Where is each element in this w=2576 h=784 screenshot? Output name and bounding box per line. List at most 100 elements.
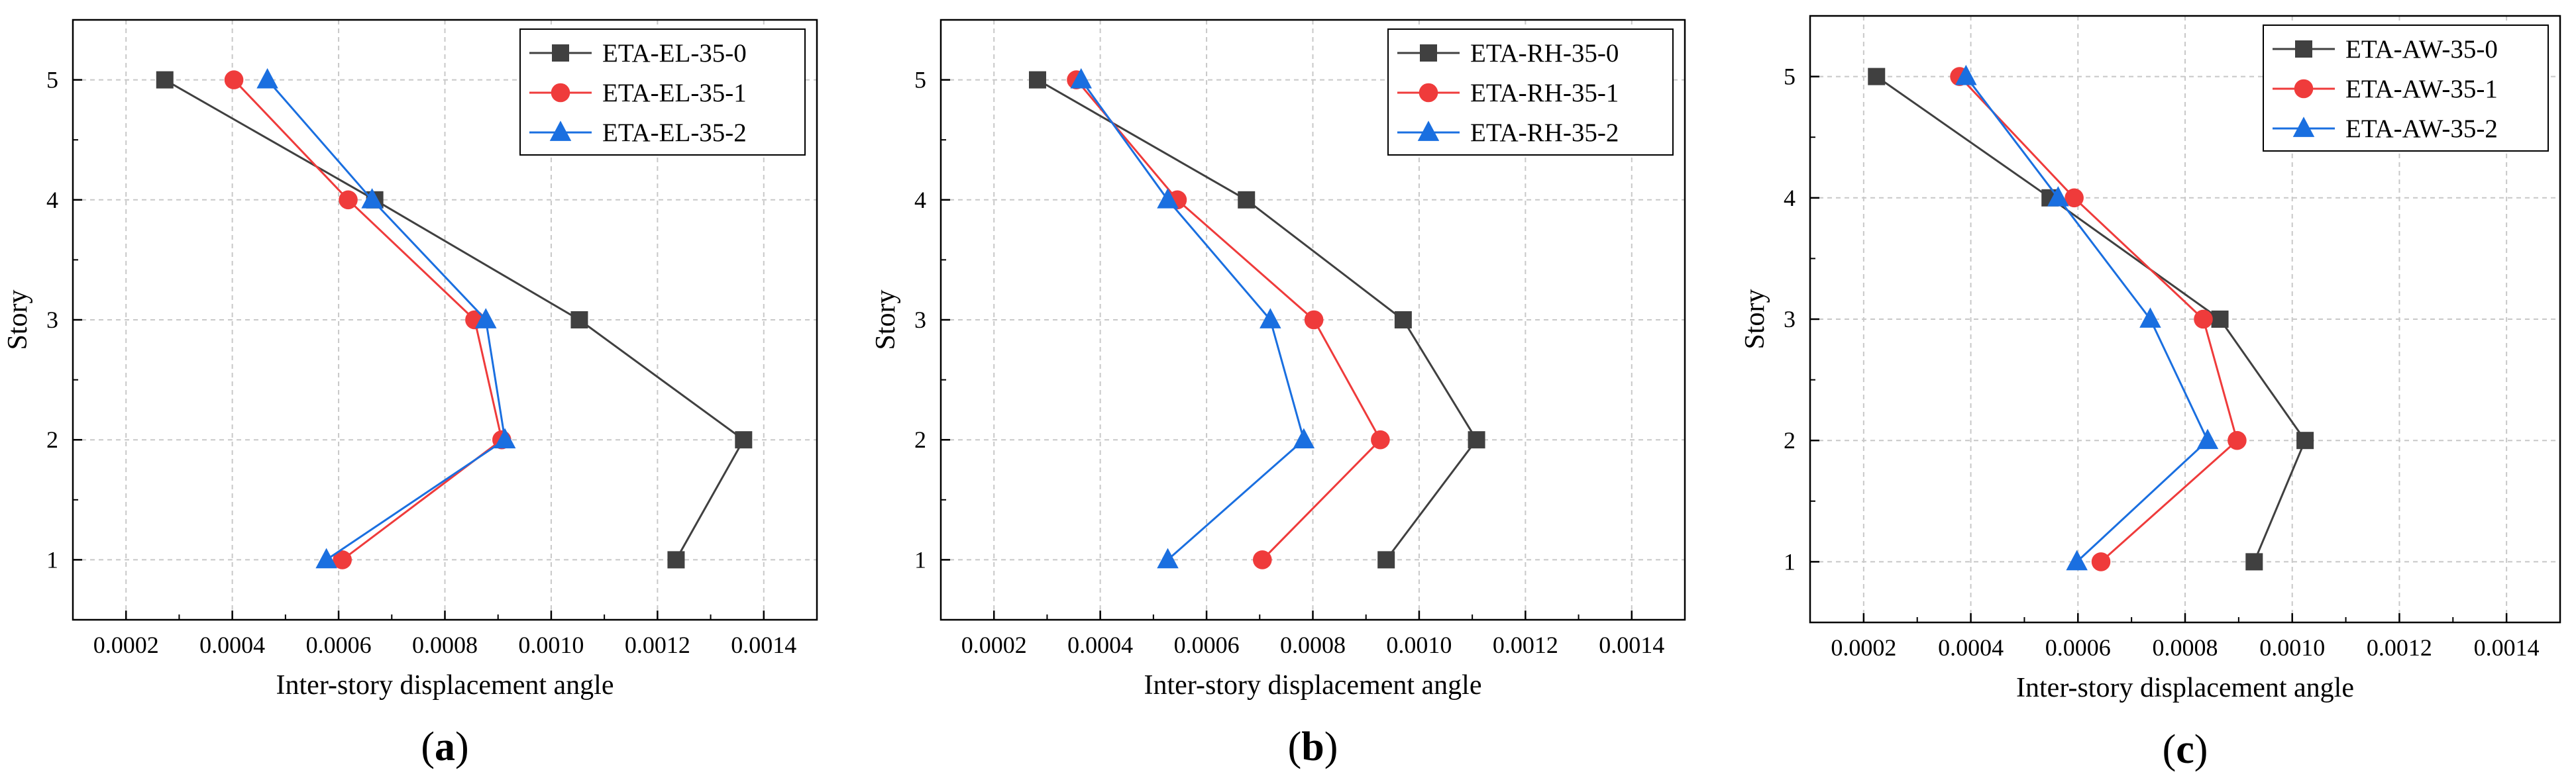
x-tick-label: 0.0006 (2045, 634, 2111, 661)
legend-label: ETA-AW-35-1 (2345, 75, 2498, 103)
x-tick-label: 0.0004 (1067, 632, 1133, 658)
panel-label-letter: b (1301, 724, 1324, 769)
x-tick-label: 0.0012 (625, 632, 690, 658)
legend-marker (2294, 79, 2314, 99)
x-tick-label: 0.0006 (1174, 632, 1240, 658)
legend-item: ETA-RH-35-0 (1397, 39, 1619, 68)
data-point (2066, 550, 2088, 571)
y-axis-title: Story (3, 289, 33, 350)
legend-marker (549, 121, 572, 141)
y-axis-title: Story (871, 289, 901, 350)
data-point (1260, 308, 1281, 328)
x-tick-label: 0.0004 (1938, 634, 2004, 661)
y-tick-label: 4 (1784, 185, 1796, 211)
data-point (2296, 432, 2314, 450)
legend-item: ETA-RH-35-1 (1397, 79, 1619, 107)
legend-marker (1419, 83, 1438, 103)
data-point (1304, 310, 1324, 330)
y-tick-label: 2 (1784, 427, 1796, 454)
panel-label-open: ( (1288, 724, 1302, 769)
y-tick-label: 1 (914, 546, 926, 573)
y-tick-label: 1 (1784, 548, 1796, 575)
data-point (224, 70, 244, 89)
x-tick-label: 0.0004 (199, 632, 265, 658)
panel-label-close: ) (455, 724, 469, 769)
panel-label-close: ) (2194, 727, 2208, 772)
y-tick-label: 4 (46, 187, 58, 213)
data-point (2065, 188, 2084, 208)
legend-marker (551, 83, 570, 103)
series-ETA-RH-35-2 (1070, 68, 1315, 569)
y-tick-label: 5 (46, 67, 58, 93)
grid (73, 20, 817, 620)
x-tick-label: 0.0010 (518, 632, 584, 658)
x-tick-label: 0.0014 (1599, 632, 1664, 658)
x-tick-label: 0.0002 (1831, 634, 1896, 661)
y-axis-title: Story (1740, 289, 1770, 349)
panel-label-letter: c (2176, 727, 2194, 772)
y-tick-label: 2 (46, 426, 58, 453)
x-tick-label: 0.0012 (1493, 632, 1558, 658)
series-ETA-AW-35-2 (1955, 64, 2219, 571)
x-axis-title: Inter-story displacement angle (1144, 670, 1482, 701)
series-ETA-EL-35-1 (224, 70, 511, 569)
legend-label: ETA-AW-35-2 (2345, 115, 2498, 143)
panel-label-open: ( (421, 724, 435, 769)
data-point (1070, 68, 1093, 89)
y-tick-label: 3 (1784, 306, 1796, 332)
data-point (2194, 309, 2213, 329)
panel-label-open: ( (2163, 727, 2176, 772)
legend-marker (1420, 44, 1437, 62)
legend-label: ETA-EL-35-0 (602, 39, 747, 68)
data-point (1371, 430, 1390, 450)
legend-marker (1417, 121, 1440, 141)
legend-label: ETA-EL-35-1 (602, 79, 747, 107)
data-point (667, 551, 685, 569)
panel-label: (b) (1288, 724, 1338, 769)
x-tick-label: 0.0008 (1280, 632, 1346, 658)
chart-panel-a: 0.0002 0.0004 0.0006 0.0008 0.0010 0.0012 0.00… (3, 19, 818, 769)
data-point (1293, 428, 1315, 449)
data-point (1468, 431, 1485, 449)
data-point (735, 431, 753, 449)
y-tick-label: 3 (46, 307, 58, 333)
data-point (256, 68, 278, 89)
legend-label: ETA-RH-35-1 (1470, 79, 1619, 107)
x-tick-label: 0.0014 (731, 632, 796, 658)
y-tick-label: 3 (914, 307, 926, 333)
panel-label: (c) (2163, 727, 2208, 772)
data-point (494, 428, 516, 449)
data-point (156, 71, 174, 89)
data-point (2091, 552, 2111, 571)
data-point (1868, 68, 1886, 85)
legend: ETA-AW-35-0 ETA-AW-35-1 ETA-AW-35-2 (2263, 24, 2549, 152)
y-tick-label: 1 (46, 546, 58, 573)
data-point (2047, 186, 2069, 207)
data-point (1955, 64, 1977, 85)
x-tick-label: 0.0008 (412, 632, 478, 658)
legend-item: ETA-AW-35-1 (2273, 75, 2498, 103)
legend: ETA-RH-35-0 ETA-RH-35-1 ETA-RH-35-2 (1387, 28, 1674, 156)
legend-label: ETA-RH-35-2 (1470, 119, 1619, 147)
legend-item: ETA-EL-35-1 (529, 79, 747, 107)
grid (1810, 16, 2560, 622)
legend-label: ETA-RH-35-0 (1470, 39, 1619, 68)
data-point (315, 548, 337, 569)
chart-panel-b: 0.0002 0.0004 0.0006 0.0008 0.0010 0.0012 0.00… (871, 19, 1686, 769)
data-point (333, 550, 352, 569)
data-point (2196, 428, 2219, 450)
x-tick-label: 0.0012 (2367, 634, 2432, 661)
y-tick-label: 2 (914, 426, 926, 453)
data-point (475, 308, 497, 328)
legend-marker (2292, 117, 2315, 137)
series-ETA-EL-35-2 (256, 68, 516, 569)
legend-label: ETA-EL-35-2 (602, 119, 747, 147)
panel-label-letter: a (435, 724, 455, 769)
x-tick-label: 0.0010 (2259, 634, 2325, 661)
data-point (570, 311, 588, 328)
x-tick-label: 0.0002 (93, 632, 159, 658)
data-point (2227, 430, 2247, 450)
x-tick-label: 0.0014 (2474, 634, 2540, 661)
legend-item: ETA-EL-35-2 (529, 119, 747, 147)
